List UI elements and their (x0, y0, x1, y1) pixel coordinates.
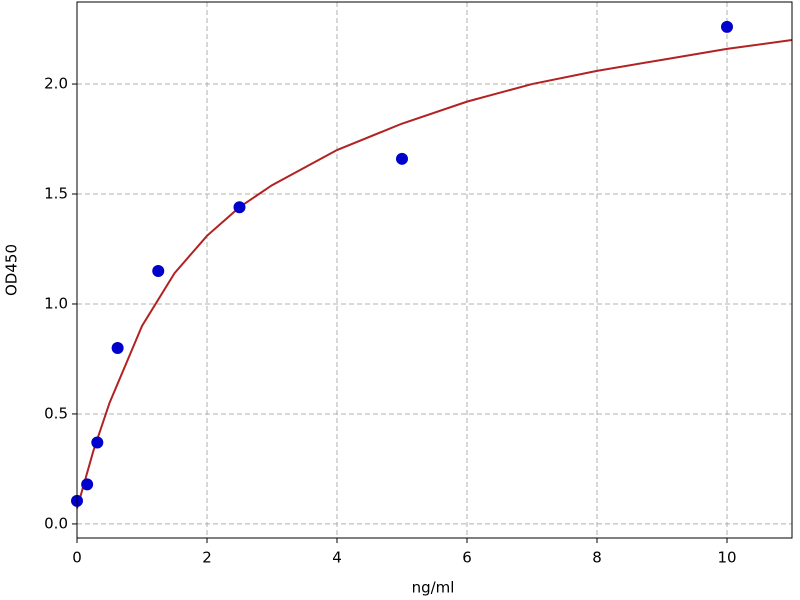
data-point (152, 264, 165, 277)
y-tick-label: 1.5 (44, 185, 68, 203)
x-tick-label: 8 (592, 549, 602, 567)
x-tick-label: 10 (717, 549, 736, 567)
y-tick-label: 0.0 (44, 514, 68, 532)
x-tick-label: 6 (462, 549, 472, 567)
x-axis-label: ng/ml (412, 579, 455, 597)
y-tick-label: 2.0 (44, 75, 68, 93)
data-point (111, 341, 124, 354)
x-tick-label: 4 (332, 549, 342, 567)
x-tick-label: 0 (72, 549, 82, 567)
plot-frame (76, 1, 793, 539)
y-tick-label: 0.5 (44, 404, 68, 422)
fit-curve (76, 39, 793, 509)
data-point (233, 201, 246, 214)
data-point (81, 478, 94, 491)
y-tick-label: 1.0 (44, 294, 68, 312)
data-point (396, 152, 408, 165)
y-axis-label: OD450 (3, 244, 21, 296)
data-point (91, 436, 104, 449)
plot-area (77, 2, 792, 538)
x-tick-label: 2 (202, 549, 212, 567)
data-point (721, 20, 733, 33)
